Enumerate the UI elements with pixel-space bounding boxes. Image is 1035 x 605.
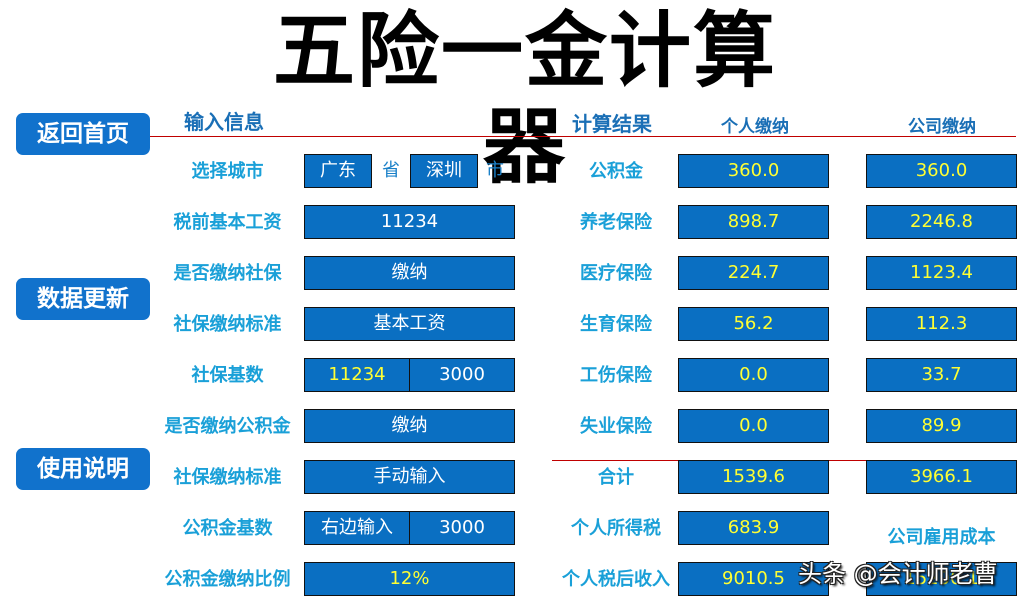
fund-ratio-input[interactable]: 12% — [304, 562, 515, 596]
help-button[interactable]: 使用说明 — [16, 448, 150, 490]
city-label: 选择城市 — [191, 161, 264, 182]
fund-standard-select[interactable]: 手动输入 — [304, 460, 515, 494]
page-title: 五险一金计算器 — [272, 4, 777, 195]
social-base-label: 社保基数 — [191, 365, 264, 386]
income-tax-value: 683.9 — [678, 511, 829, 545]
personal-unemployment-value: 0.0 — [678, 409, 829, 443]
fund-base-mode: 右边输入 — [321, 517, 393, 538]
result-label-pension: 养老保险 — [580, 212, 652, 233]
header-divider — [150, 136, 1016, 137]
company-fund-value: 360.0 — [866, 154, 1017, 188]
input-section-heading: 输入信息 — [184, 110, 264, 134]
result-label-maternity: 生育保险 — [580, 314, 652, 335]
home-button[interactable]: 返回首页 — [16, 113, 150, 155]
company-maternity-value: 112.3 — [866, 307, 1017, 341]
net-income-label: 个人税后收入 — [562, 569, 670, 590]
fund-base-field: 右边输入 3000 — [304, 511, 515, 545]
company-medical-value: 1123.4 — [866, 256, 1017, 290]
company-pension-value: 2246.8 — [866, 205, 1017, 239]
salary-label: 税前基本工资 — [173, 212, 282, 233]
fund-base-label: 公积金基数 — [182, 518, 273, 539]
pay-social-label: 是否缴纳社保 — [173, 263, 282, 284]
company-total-value: 3966.1 — [866, 460, 1017, 494]
net-income-value: 9010.5 — [678, 562, 829, 596]
salary-input[interactable]: 11234 — [304, 205, 515, 239]
pay-fund-label: 是否缴纳公积金 — [164, 416, 291, 437]
province-unit: 省 — [382, 160, 400, 181]
social-base-value: 11234 — [328, 364, 386, 385]
personal-pension-value: 898.7 — [678, 205, 829, 239]
pay-fund-select[interactable]: 缴纳 — [304, 409, 515, 443]
personal-injury-value: 0.0 — [678, 358, 829, 392]
fund-ratio-label: 公积金缴纳比例 — [164, 569, 291, 590]
employer-cost-label: 公司雇用成本 — [887, 527, 996, 548]
personal-fund-value: 360.0 — [678, 154, 829, 188]
result-label-unemployment: 失业保险 — [580, 416, 652, 437]
data-update-button[interactable]: 数据更新 — [16, 278, 150, 320]
city-select[interactable]: 深圳 — [410, 154, 478, 188]
pay-social-select[interactable]: 缴纳 — [304, 256, 515, 290]
income-tax-label: 个人所得税 — [571, 518, 661, 539]
result-section-heading: 计算结果 — [572, 112, 652, 136]
result-label-injury: 工伤保险 — [580, 365, 652, 386]
personal-total-value: 1539.6 — [678, 460, 829, 494]
watermark: 头条 @会计师老曹 — [798, 560, 998, 588]
employer-cost-value: 15200.1 — [866, 562, 1017, 596]
personal-column-heading: 个人缴纳 — [721, 117, 789, 137]
result-label-fund: 公积金 — [589, 161, 643, 182]
company-injury-value: 33.7 — [866, 358, 1017, 392]
company-column-heading: 公司缴纳 — [908, 117, 976, 137]
province-select[interactable]: 广东 — [304, 154, 372, 188]
fund-base-input[interactable]: 3000 — [409, 512, 514, 544]
fund-standard-label: 社保缴纳标准 — [173, 467, 282, 488]
social-standard-select[interactable]: 基本工资 — [304, 307, 515, 341]
personal-maternity-value: 56.2 — [678, 307, 829, 341]
city-unit: 市 — [486, 160, 504, 181]
social-base-field: 11234 3000 — [304, 358, 515, 392]
company-unemployment-value: 89.9 — [866, 409, 1017, 443]
result-label-total: 合计 — [598, 467, 634, 488]
result-label-medical: 医疗保险 — [580, 263, 652, 284]
personal-medical-value: 224.7 — [678, 256, 829, 290]
social-standard-label: 社保缴纳标准 — [173, 314, 282, 335]
social-base-min-input[interactable]: 3000 — [409, 359, 514, 391]
